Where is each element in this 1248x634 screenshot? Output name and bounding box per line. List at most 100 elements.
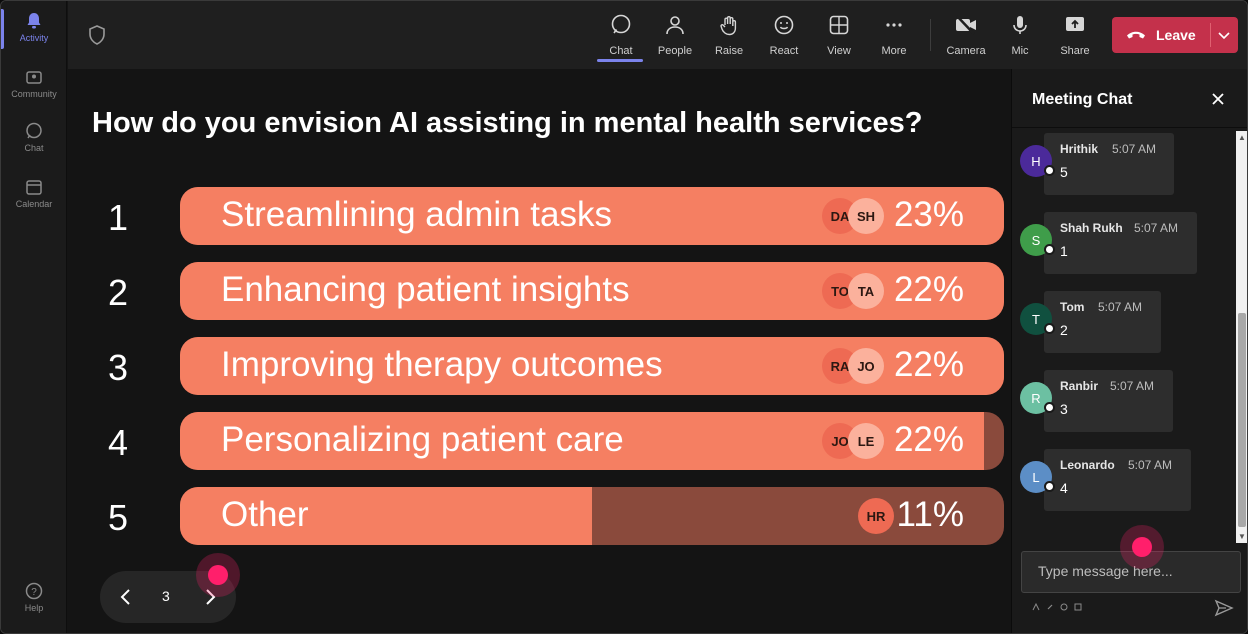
- app-rail: Activity Community Chat Calendar ? Help: [1, 1, 67, 633]
- share-button[interactable]: Share: [1049, 9, 1101, 61]
- chat-header-divider: [1012, 127, 1247, 128]
- chat-scrollbar[interactable]: ▲ ▼: [1236, 131, 1247, 543]
- scrollbar-thumb[interactable]: [1238, 313, 1246, 527]
- microphone-icon: [1013, 16, 1027, 34]
- option-number: 1: [108, 197, 129, 238]
- send-icon[interactable]: [1214, 599, 1234, 617]
- message-body: 3: [1060, 401, 1068, 417]
- close-icon[interactable]: [1210, 91, 1226, 107]
- bell-icon: [27, 13, 41, 29]
- calendar-icon: [26, 180, 42, 195]
- option-label: Personalizing patient care: [221, 420, 624, 459]
- chat-icon: [26, 122, 42, 139]
- shield-icon[interactable]: [88, 25, 106, 45]
- option-percent: 22%: [893, 270, 964, 309]
- option-bar: Other HR 11%: [180, 487, 1004, 545]
- rail-item-calendar[interactable]: Calendar: [1, 167, 67, 219]
- rail-item-help[interactable]: ? Help: [1, 571, 67, 623]
- sender-name: Tom: [1060, 300, 1085, 314]
- voter-avatar: JO: [848, 348, 884, 384]
- message-body: 2: [1060, 322, 1068, 338]
- message-time: 5:07 AM: [1112, 142, 1157, 156]
- option-bar: Improving therapy outcomes RA JO 22%: [180, 337, 1004, 395]
- presence-status-icon: [1044, 323, 1055, 334]
- rail-label: Help: [24, 603, 44, 613]
- grid-view-icon: [829, 15, 849, 35]
- rail-item-activity[interactable]: Activity: [1, 1, 67, 53]
- camera-button[interactable]: Camera: [940, 9, 992, 61]
- chat-panel-title: Meeting Chat: [1032, 91, 1133, 108]
- chevron-right-icon[interactable]: [200, 586, 220, 608]
- presence-status-icon: [1044, 402, 1055, 413]
- message-bubble: Hrithik 5:07 AM 5: [1044, 133, 1174, 195]
- rail-label: Community: [11, 89, 57, 99]
- svg-text:?: ?: [31, 587, 37, 598]
- react-button[interactable]: React: [758, 9, 810, 61]
- message-body: 1: [1060, 243, 1068, 259]
- chat-message: Ranbir 5:07 AM 3 R: [1012, 366, 1242, 432]
- avatar: T: [1020, 303, 1052, 335]
- community-icon: [26, 71, 42, 84]
- meeting-toolbar: Chat People Raise React View More Camera: [68, 1, 1247, 69]
- message-bubble: Tom 5:07 AM 2: [1044, 291, 1161, 353]
- compose-toolbar: [1032, 603, 1082, 611]
- attach-icon[interactable]: [1046, 603, 1054, 611]
- help-icon: ?: [25, 582, 43, 600]
- message-bubble: Leonardo 5:07 AM 4: [1044, 449, 1191, 511]
- sticker-icon[interactable]: [1074, 603, 1082, 611]
- chat-button[interactable]: Chat: [595, 9, 647, 62]
- chevron-down-icon[interactable]: [1216, 27, 1232, 43]
- option-label: Other: [221, 495, 309, 534]
- chevron-left-icon[interactable]: [116, 586, 136, 608]
- sender-name: Hrithik: [1060, 142, 1099, 156]
- message-time: 5:07 AM: [1128, 458, 1173, 472]
- more-button[interactable]: More: [868, 9, 920, 61]
- voter-avatar: LE: [848, 423, 884, 459]
- raise-button-label: Raise: [714, 45, 744, 57]
- emoji-icon[interactable]: [1060, 603, 1068, 611]
- rail-item-community[interactable]: Community: [1, 57, 67, 109]
- rail-label: Chat: [24, 143, 44, 153]
- raise-hand-icon: [720, 16, 737, 36]
- poll-option[interactable]: 5 Other HR 11%: [68, 487, 1010, 547]
- message-body: 4: [1060, 480, 1068, 496]
- mic-button[interactable]: Mic: [994, 9, 1046, 61]
- leave-button[interactable]: Leave: [1112, 17, 1238, 53]
- poll-stage: How do you envision AI assisting in ment…: [68, 69, 1010, 633]
- message-bubble: Ranbir 5:07 AM 3: [1044, 370, 1173, 432]
- option-bar: Personalizing patient care JO LE 22%: [180, 412, 1004, 470]
- chat-message: Tom 5:07 AM 2 T: [1012, 287, 1242, 353]
- people-button-label: People: [657, 45, 693, 57]
- chat-message-input[interactable]: Type message here...: [1021, 551, 1241, 593]
- page-number: 3: [162, 588, 170, 604]
- poll-option[interactable]: 1 Streamlining admin tasks DA SH 23%: [68, 187, 1010, 247]
- react-button-label: React: [769, 45, 799, 57]
- mic-button-label: Mic: [1011, 45, 1029, 57]
- rail-label: Calendar: [15, 199, 53, 209]
- message-body: 5: [1060, 164, 1068, 180]
- scroll-up-icon[interactable]: ▲: [1238, 133, 1246, 142]
- option-number: 3: [108, 347, 129, 388]
- raise-hand-button[interactable]: Raise: [703, 9, 755, 61]
- toolbar-divider: [930, 19, 931, 51]
- format-icon[interactable]: [1032, 603, 1040, 611]
- share-button-label: Share: [1060, 45, 1090, 57]
- scroll-down-icon[interactable]: ▼: [1238, 532, 1246, 541]
- chat-message: Shah Rukh 5:07 AM 1 S: [1012, 208, 1242, 274]
- poll-option[interactable]: 4 Personalizing patient care JO LE 22%: [68, 412, 1010, 472]
- poll-option[interactable]: 2 Enhancing patient insights TO TA 22%: [68, 262, 1010, 322]
- sender-name: Leonardo: [1060, 458, 1115, 472]
- poll-option[interactable]: 3 Improving therapy outcomes RA JO 22%: [68, 337, 1010, 397]
- rail-item-chat[interactable]: Chat: [1, 111, 67, 163]
- click-indicator: [1132, 537, 1152, 557]
- option-percent: 22%: [893, 345, 964, 384]
- voter-avatar: HR: [858, 498, 894, 534]
- view-button[interactable]: View: [813, 9, 865, 61]
- option-bar: Enhancing patient insights TO TA 22%: [180, 262, 1004, 320]
- people-button[interactable]: People: [649, 9, 701, 61]
- option-number: 5: [108, 497, 129, 538]
- presence-status-icon: [1044, 481, 1055, 492]
- sender-name: Shah Rukh: [1060, 221, 1123, 235]
- view-button-label: View: [827, 45, 851, 57]
- option-percent: 22%: [893, 420, 964, 459]
